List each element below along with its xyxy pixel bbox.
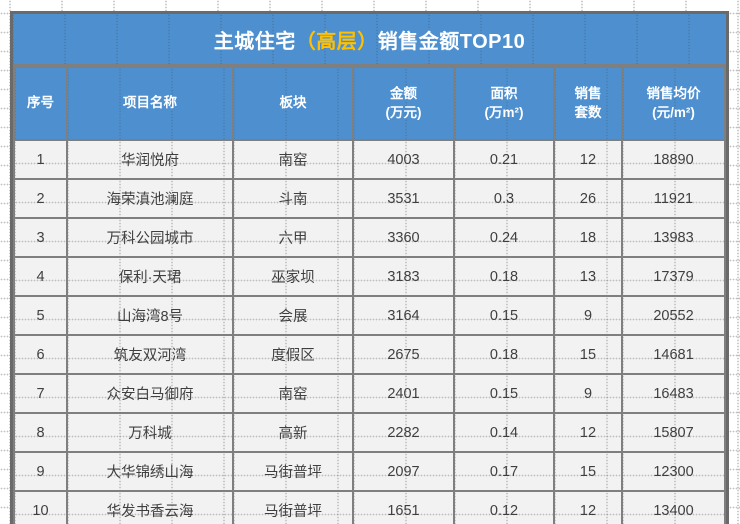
cell-avg_price[interactable]: 20552 (621, 295, 726, 336)
cell-avg_price[interactable]: 18890 (621, 139, 726, 180)
cell-units[interactable]: 18 (553, 217, 623, 258)
cell-area[interactable]: 0.24 (453, 217, 555, 258)
cell-project[interactable]: 筑友双河湾 (66, 334, 234, 375)
cell-area[interactable]: 0.12 (453, 490, 555, 524)
cell-district[interactable]: 高新 (232, 412, 354, 453)
top10-table-panel: 主城住宅 （高层） 销售金额TOP10 序号 项目名称 板块 金额 (万元) 面积 (万m²… (10, 11, 729, 524)
cell-amount[interactable]: 2097 (352, 451, 455, 492)
title-highlight: （高层） (295, 30, 378, 53)
cell-avg_price[interactable]: 15807 (621, 412, 726, 453)
cell-area[interactable]: 0.14 (453, 412, 555, 453)
cell-area[interactable]: 0.18 (453, 256, 555, 297)
cell-district[interactable]: 南窑 (232, 373, 354, 414)
cell-units[interactable]: 15 (553, 451, 623, 492)
cell-project[interactable]: 万科城 (66, 412, 234, 453)
top10-table: 序号 项目名称 板块 金额 (万元) 面积 (万m²) 销售 套数 销售均价 (元/m²) 1 华润悦… (13, 66, 726, 524)
cell-district[interactable]: 度假区 (232, 334, 354, 375)
cell-district[interactable]: 斗南 (232, 178, 354, 219)
table-row: 8 万科城 高新 2282 0.14 12 15807 (13, 412, 726, 453)
cell-rank[interactable]: 8 (13, 412, 68, 453)
table-body: 1 华润悦府 南窑 4003 0.21 12 18890 2 海荣滇池澜庭 斗南 3531 0.3 26… (13, 139, 726, 524)
cell-avg_price[interactable]: 16483 (621, 373, 726, 414)
table-row: 5 山海湾8号 会展 3164 0.15 9 20552 (13, 295, 726, 336)
table-row: 6 筑友双河湾 度假区 2675 0.18 15 14681 (13, 334, 726, 375)
cell-units[interactable]: 13 (553, 256, 623, 297)
table-row: 3 万科公园城市 六甲 3360 0.24 18 13983 (13, 217, 726, 258)
column-header-district[interactable]: 板块 (232, 66, 354, 141)
cell-avg_price[interactable]: 13400 (621, 490, 726, 524)
cell-units[interactable]: 12 (553, 139, 623, 180)
table-row: 9 大华锦绣山海 马街普坪 2097 0.17 15 12300 (13, 451, 726, 492)
table-header: 序号 项目名称 板块 金额 (万元) 面积 (万m²) 销售 套数 销售均价 (元/m²) (13, 66, 726, 141)
cell-units[interactable]: 12 (553, 412, 623, 453)
cell-project[interactable]: 大华锦绣山海 (66, 451, 234, 492)
cell-rank[interactable]: 1 (13, 139, 68, 180)
cell-avg_price[interactable]: 11921 (621, 178, 726, 219)
cell-project[interactable]: 万科公园城市 (66, 217, 234, 258)
cell-amount[interactable]: 3531 (352, 178, 455, 219)
cell-units[interactable]: 15 (553, 334, 623, 375)
cell-amount[interactable]: 3183 (352, 256, 455, 297)
cell-avg_price[interactable]: 12300 (621, 451, 726, 492)
table-title: 主城住宅 （高层） 销售金额TOP10 (13, 14, 726, 66)
cell-area[interactable]: 0.15 (453, 373, 555, 414)
cell-area[interactable]: 0.3 (453, 178, 555, 219)
cell-rank[interactable]: 2 (13, 178, 68, 219)
cell-area[interactable]: 0.15 (453, 295, 555, 336)
header-row: 序号 项目名称 板块 金额 (万元) 面积 (万m²) 销售 套数 销售均价 (元/m²) (13, 66, 726, 141)
cell-amount[interactable]: 4003 (352, 139, 455, 180)
cell-area[interactable]: 0.17 (453, 451, 555, 492)
cell-district[interactable]: 会展 (232, 295, 354, 336)
cell-rank[interactable]: 4 (13, 256, 68, 297)
cell-project[interactable]: 保利·天珺 (66, 256, 234, 297)
column-header-project[interactable]: 项目名称 (66, 66, 234, 141)
cell-amount[interactable]: 3164 (352, 295, 455, 336)
title-text-left: 主城住宅 (213, 30, 296, 53)
cell-units[interactable]: 26 (553, 178, 623, 219)
cell-units[interactable]: 9 (553, 295, 623, 336)
column-header-area[interactable]: 面积 (万m²) (453, 66, 555, 141)
cell-project[interactable]: 华润悦府 (66, 139, 234, 180)
cell-project[interactable]: 山海湾8号 (66, 295, 234, 336)
cell-rank[interactable]: 6 (13, 334, 68, 375)
cell-amount[interactable]: 1651 (352, 490, 455, 524)
cell-project[interactable]: 华发书香云海 (66, 490, 234, 524)
column-header-rank[interactable]: 序号 (13, 66, 68, 141)
table-row: 10 华发书香云海 马街普坪 1651 0.12 12 13400 (13, 490, 726, 524)
table-row: 1 华润悦府 南窑 4003 0.21 12 18890 (13, 139, 726, 180)
cell-district[interactable]: 马街普坪 (232, 490, 354, 524)
cell-rank[interactable]: 5 (13, 295, 68, 336)
cell-district[interactable]: 南窑 (232, 139, 354, 180)
cell-amount[interactable]: 2282 (352, 412, 455, 453)
cell-project[interactable]: 海荣滇池澜庭 (66, 178, 234, 219)
cell-rank[interactable]: 9 (13, 451, 68, 492)
cell-area[interactable]: 0.21 (453, 139, 555, 180)
cell-avg_price[interactable]: 13983 (621, 217, 726, 258)
cell-avg_price[interactable]: 14681 (621, 334, 726, 375)
cell-district[interactable]: 巫家坝 (232, 256, 354, 297)
cell-amount[interactable]: 2675 (352, 334, 455, 375)
cell-area[interactable]: 0.18 (453, 334, 555, 375)
cell-rank[interactable]: 3 (13, 217, 68, 258)
cell-project[interactable]: 众安白马御府 (66, 373, 234, 414)
cell-avg_price[interactable]: 17379 (621, 256, 726, 297)
table-row: 2 海荣滇池澜庭 斗南 3531 0.3 26 11921 (13, 178, 726, 219)
column-header-avg_price[interactable]: 销售均价 (元/m²) (621, 66, 726, 141)
cell-district[interactable]: 马街普坪 (232, 451, 354, 492)
cell-units[interactable]: 12 (553, 490, 623, 524)
title-text-right: 销售金额TOP10 (377, 30, 526, 53)
cell-district[interactable]: 六甲 (232, 217, 354, 258)
cell-rank[interactable]: 10 (13, 490, 68, 524)
table-row: 7 众安白马御府 南窑 2401 0.15 9 16483 (13, 373, 726, 414)
cell-amount[interactable]: 3360 (352, 217, 455, 258)
cell-rank[interactable]: 7 (13, 373, 68, 414)
cell-units[interactable]: 9 (553, 373, 623, 414)
column-header-units[interactable]: 销售 套数 (553, 66, 623, 141)
table-row: 4 保利·天珺 巫家坝 3183 0.18 13 17379 (13, 256, 726, 297)
column-header-amount[interactable]: 金额 (万元) (352, 66, 455, 141)
cell-amount[interactable]: 2401 (352, 373, 455, 414)
